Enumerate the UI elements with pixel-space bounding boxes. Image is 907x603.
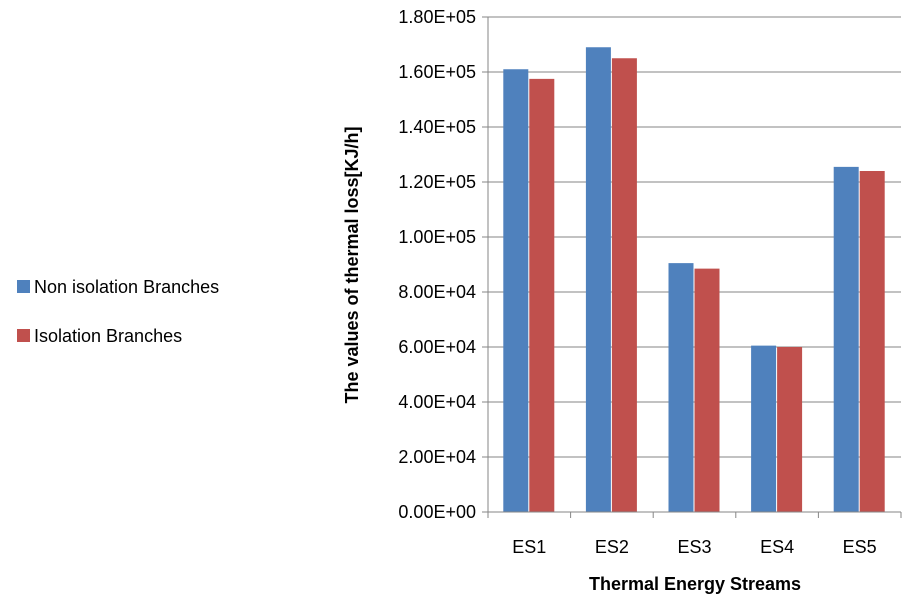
bar-es5-series-2 — [859, 171, 885, 512]
legend-swatch — [17, 280, 30, 293]
x-tick-label: ES4 — [760, 537, 794, 557]
bar-es2-series-1 — [585, 47, 611, 512]
bar-es1-series-2 — [529, 78, 555, 512]
legend-label: Non isolation Branches — [34, 277, 219, 297]
x-tick-label: ES5 — [843, 537, 877, 557]
bars — [503, 47, 885, 512]
y-tick-label: 2.00E+04 — [398, 447, 476, 467]
y-tick-label: 1.40E+05 — [398, 117, 476, 137]
bar-es3-series-1 — [668, 263, 694, 512]
bar-es4-series-2 — [777, 347, 803, 512]
bar-es3-series-2 — [694, 268, 720, 512]
x-tick-labels: ES1 ES2 ES3 ES4 ES5 — [512, 537, 876, 557]
x-tick-label: ES1 — [512, 537, 546, 557]
y-tick-label: 6.00E+04 — [398, 337, 476, 357]
legend: Non isolation Branches Isolation Branches — [17, 277, 219, 346]
bar-es5-series-1 — [833, 166, 859, 512]
bar-es2-series-2 — [611, 58, 637, 512]
y-tick-label: 1.80E+05 — [398, 7, 476, 27]
bar-es4-series-1 — [751, 345, 777, 512]
y-tick-label: 8.00E+04 — [398, 282, 476, 302]
y-tick-label: 0.00E+00 — [398, 502, 476, 522]
y-tick-label: 1.00E+05 — [398, 227, 476, 247]
x-axis-title: Thermal Energy Streams — [589, 574, 801, 594]
y-tick-label: 1.20E+05 — [398, 172, 476, 192]
x-tick-label: ES2 — [595, 537, 629, 557]
axes — [487, 17, 902, 518]
x-tick-label: ES3 — [677, 537, 711, 557]
legend-label: Isolation Branches — [34, 326, 182, 346]
y-tick-label: 1.60E+05 — [398, 62, 476, 82]
legend-swatch — [17, 329, 30, 342]
y-tick-labels: 0.00E+00 2.00E+04 4.00E+04 6.00E+04 8.00E+04… — [398, 7, 476, 522]
y-axis-title: The values of thermal loss[KJ/h] — [342, 126, 362, 403]
bar-es1-series-1 — [503, 69, 529, 512]
y-tick-label: 4.00E+04 — [398, 392, 476, 412]
